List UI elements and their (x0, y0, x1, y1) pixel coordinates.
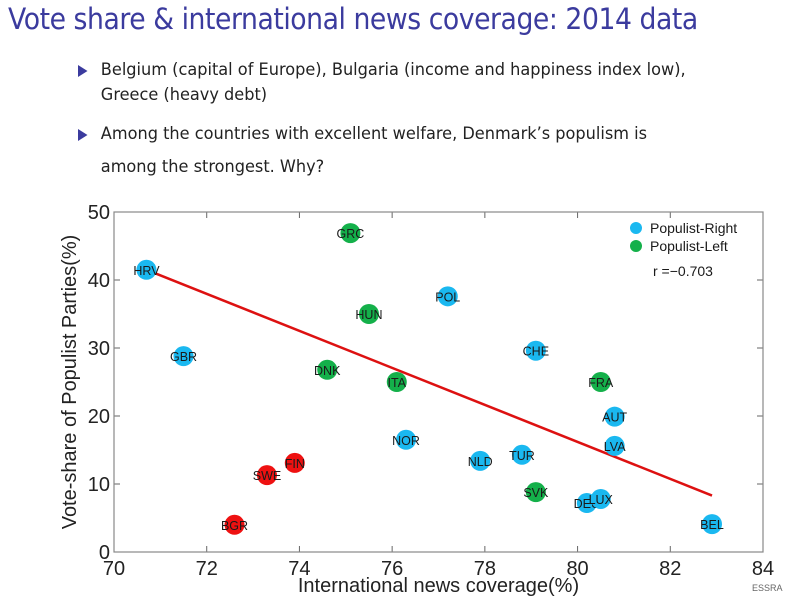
x-tick-label: 74 (288, 558, 310, 580)
data-point-gbr: GBR (170, 346, 197, 367)
point-marker (340, 223, 361, 244)
data-point-bgr: BGR (221, 514, 248, 535)
point-label: LUX (589, 493, 614, 507)
data-point-dnk: DNK (314, 359, 341, 380)
legend-marker (630, 240, 642, 252)
data-point-pol: POL (435, 286, 460, 307)
point-label: NLD (468, 455, 493, 469)
point-label: HUN (355, 308, 382, 322)
data-point-grc: GRC (337, 223, 365, 244)
legend-marker (630, 222, 642, 234)
legend-entry: Populist-Left (630, 238, 728, 254)
point-marker (525, 482, 546, 503)
y-tick-label: 40 (88, 270, 110, 292)
y-tick-label: 10 (88, 474, 110, 496)
point-label: GRC (337, 227, 365, 241)
point-label: BEL (700, 518, 724, 532)
point-marker (396, 429, 417, 450)
y-axis-label: Vote-share of Populist Parties(%) (59, 235, 81, 530)
data-point-fra: FRA (588, 372, 614, 392)
plot-frame (113, 211, 764, 553)
data-point-fin: FIN (284, 452, 305, 473)
data-point-nor: NOR (392, 429, 420, 450)
watermark: ESSRA (752, 583, 783, 593)
point-label: NOR (392, 434, 420, 448)
point-marker (702, 514, 723, 535)
point-marker (525, 340, 546, 361)
point-label: ITA (388, 376, 407, 390)
data-point-swe: SWE (253, 465, 281, 486)
point-marker (437, 286, 458, 307)
y-tick-label: 30 (88, 338, 110, 360)
point-marker (284, 452, 305, 473)
bullet-line: Among the countries with excellent welfa… (100, 124, 648, 144)
point-marker (224, 514, 245, 535)
triangle-bullet-icon (78, 129, 88, 141)
data-point-lux: LUX (589, 488, 614, 509)
bullet-list: Belgium (capital of Europe), Bulgaria (i… (78, 58, 778, 194)
point-marker (317, 359, 338, 380)
legend-label: Populist-Right (650, 220, 737, 236)
data-point-bel: BEL (700, 514, 724, 535)
slide-title: Vote share & international news coverage… (8, 2, 698, 36)
legend-entry: Populist-Right (630, 220, 737, 236)
x-tick-label: 84 (752, 558, 774, 580)
legend-label: Populist-Left (650, 238, 728, 254)
point-label: SWE (253, 469, 281, 483)
point-marker (358, 304, 379, 324)
data-point-ita: ITA (386, 372, 407, 392)
point-marker (136, 259, 157, 280)
x-tick-label: 72 (196, 558, 218, 580)
bullet-item: Among the countries with excellent welfa… (78, 118, 743, 184)
x-tick-label: 80 (566, 558, 588, 580)
point-label: SVK (523, 486, 549, 500)
point-marker (256, 465, 277, 486)
data-point-nld: NLD (468, 450, 493, 471)
point-label: TUR (509, 449, 535, 463)
point-marker (604, 435, 625, 456)
point-label: DNK (314, 364, 341, 378)
data-point-aut: AUT (602, 406, 628, 427)
point-marker (590, 488, 611, 509)
point-label: CHE (523, 345, 549, 359)
x-tick-label: 70 (103, 558, 125, 580)
y-tick-label: 0 (99, 542, 110, 564)
point-label: HRV (133, 264, 160, 278)
x-tick-label: 76 (381, 558, 403, 580)
data-point-che: CHE (523, 340, 549, 361)
data-point-tur: TUR (509, 444, 535, 465)
point-label: GBR (170, 350, 197, 364)
point-marker (386, 372, 407, 392)
point-marker (173, 346, 194, 367)
point-marker (604, 406, 625, 427)
y-tick-label: 20 (88, 406, 110, 428)
bullet-line: among the strongest. Why? (100, 157, 325, 177)
point-label: BGR (221, 519, 248, 533)
point-label: FIN (285, 457, 305, 471)
bullet-line: Belgium (capital of Europe), Bulgaria (i… (100, 60, 686, 80)
x-tick-label: 82 (659, 558, 681, 580)
trend-line (145, 268, 713, 497)
point-label: FRA (588, 376, 614, 390)
point-marker (590, 372, 611, 392)
data-point-svk: SVK (523, 482, 549, 503)
bullet-line: Greece (heavy debt) (100, 85, 268, 105)
data-point-hun: HUN (355, 304, 383, 324)
data-point-hrv: HRV (133, 259, 160, 280)
data-point-lva: LVA (604, 435, 626, 456)
y-tick-label: 50 (88, 202, 110, 224)
correlation-annotation: r =−0.703 (653, 263, 713, 279)
x-tick-label: 78 (474, 558, 496, 580)
triangle-bullet-icon (78, 65, 88, 77)
x-axis-label: International news coverage(%) (298, 575, 579, 597)
point-label: LVA (604, 440, 626, 454)
point-marker (511, 444, 532, 465)
point-marker (470, 450, 491, 471)
bullet-item: Belgium (capital of Europe), Bulgaria (i… (78, 58, 743, 108)
point-label: AUT (602, 411, 627, 425)
point-label: POL (435, 290, 460, 304)
